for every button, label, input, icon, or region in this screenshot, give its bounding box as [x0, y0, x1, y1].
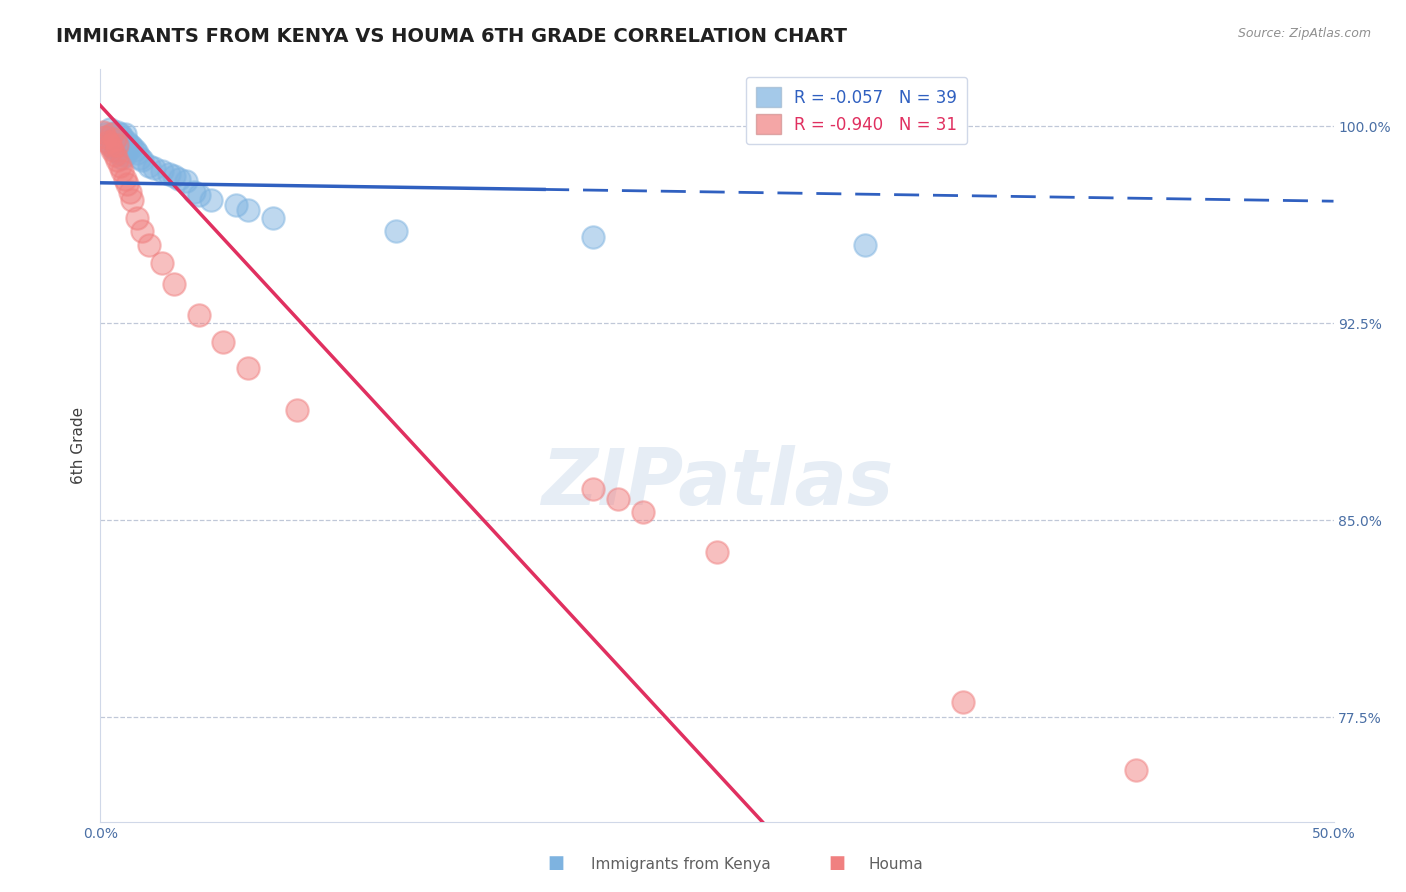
Point	[138, 237, 160, 252]
Point	[128, 151, 150, 165]
Point	[114, 172, 136, 186]
Point	[101, 140, 124, 154]
Point	[114, 148, 136, 162]
Point	[631, 506, 654, 520]
Point	[163, 169, 186, 184]
Point	[187, 309, 209, 323]
Point	[131, 224, 153, 238]
Point	[183, 185, 205, 199]
Point	[150, 164, 173, 178]
Point	[108, 145, 131, 160]
Point	[111, 129, 134, 144]
Point	[1125, 763, 1147, 777]
Point	[200, 193, 222, 207]
Point	[96, 135, 118, 149]
Point	[131, 153, 153, 168]
Point	[98, 137, 121, 152]
Point	[104, 132, 127, 146]
Point	[187, 187, 209, 202]
Point	[108, 127, 131, 141]
Point	[706, 545, 728, 559]
Point	[138, 159, 160, 173]
Point	[607, 492, 630, 507]
Point	[101, 127, 124, 141]
Point	[143, 161, 166, 176]
Point	[91, 124, 114, 138]
Point	[236, 361, 259, 376]
Text: IMMIGRANTS FROM KENYA VS HOUMA 6TH GRADE CORRELATION CHART: IMMIGRANTS FROM KENYA VS HOUMA 6TH GRADE…	[56, 27, 848, 45]
Point	[104, 129, 127, 144]
Point	[127, 145, 149, 160]
Point	[101, 127, 124, 141]
Point	[101, 143, 124, 157]
Point	[118, 137, 141, 152]
Legend: R = -0.057   N = 39, R = -0.940   N = 31: R = -0.057 N = 39, R = -0.940 N = 31	[747, 77, 967, 145]
Point	[121, 140, 143, 154]
Point	[117, 135, 139, 149]
Point	[117, 177, 139, 191]
Point	[94, 129, 117, 144]
Point	[157, 167, 180, 181]
Point	[262, 211, 284, 226]
Y-axis label: 6th Grade: 6th Grade	[72, 407, 86, 484]
Text: ■: ■	[547, 855, 564, 872]
Point	[96, 129, 118, 144]
Point	[105, 153, 128, 168]
Point	[582, 482, 605, 496]
Point	[385, 224, 408, 238]
Text: ZIPatlas: ZIPatlas	[541, 445, 893, 521]
Text: Houma: Houma	[869, 857, 924, 872]
Point	[98, 135, 121, 149]
Point	[582, 229, 605, 244]
Point	[163, 277, 186, 291]
Point	[104, 143, 127, 157]
Text: ■: ■	[828, 855, 845, 872]
Point	[111, 151, 134, 165]
Point	[108, 159, 131, 173]
Point	[236, 203, 259, 218]
Point	[287, 403, 309, 417]
Point	[124, 143, 146, 157]
Point	[104, 148, 127, 162]
Point	[212, 334, 235, 349]
Point	[114, 127, 136, 141]
Point	[105, 137, 128, 152]
Point	[150, 256, 173, 270]
Text: Source: ZipAtlas.com: Source: ZipAtlas.com	[1237, 27, 1371, 40]
Point	[225, 198, 247, 212]
Point	[105, 124, 128, 138]
Point	[952, 695, 974, 709]
Point	[853, 237, 876, 252]
Point	[111, 164, 134, 178]
Point	[118, 185, 141, 199]
Point	[121, 193, 143, 207]
Point	[176, 174, 198, 188]
Text: Immigrants from Kenya: Immigrants from Kenya	[591, 857, 770, 872]
Point	[105, 137, 128, 152]
Point	[98, 122, 121, 136]
Point	[94, 127, 117, 141]
Point	[127, 211, 149, 226]
Point	[167, 172, 190, 186]
